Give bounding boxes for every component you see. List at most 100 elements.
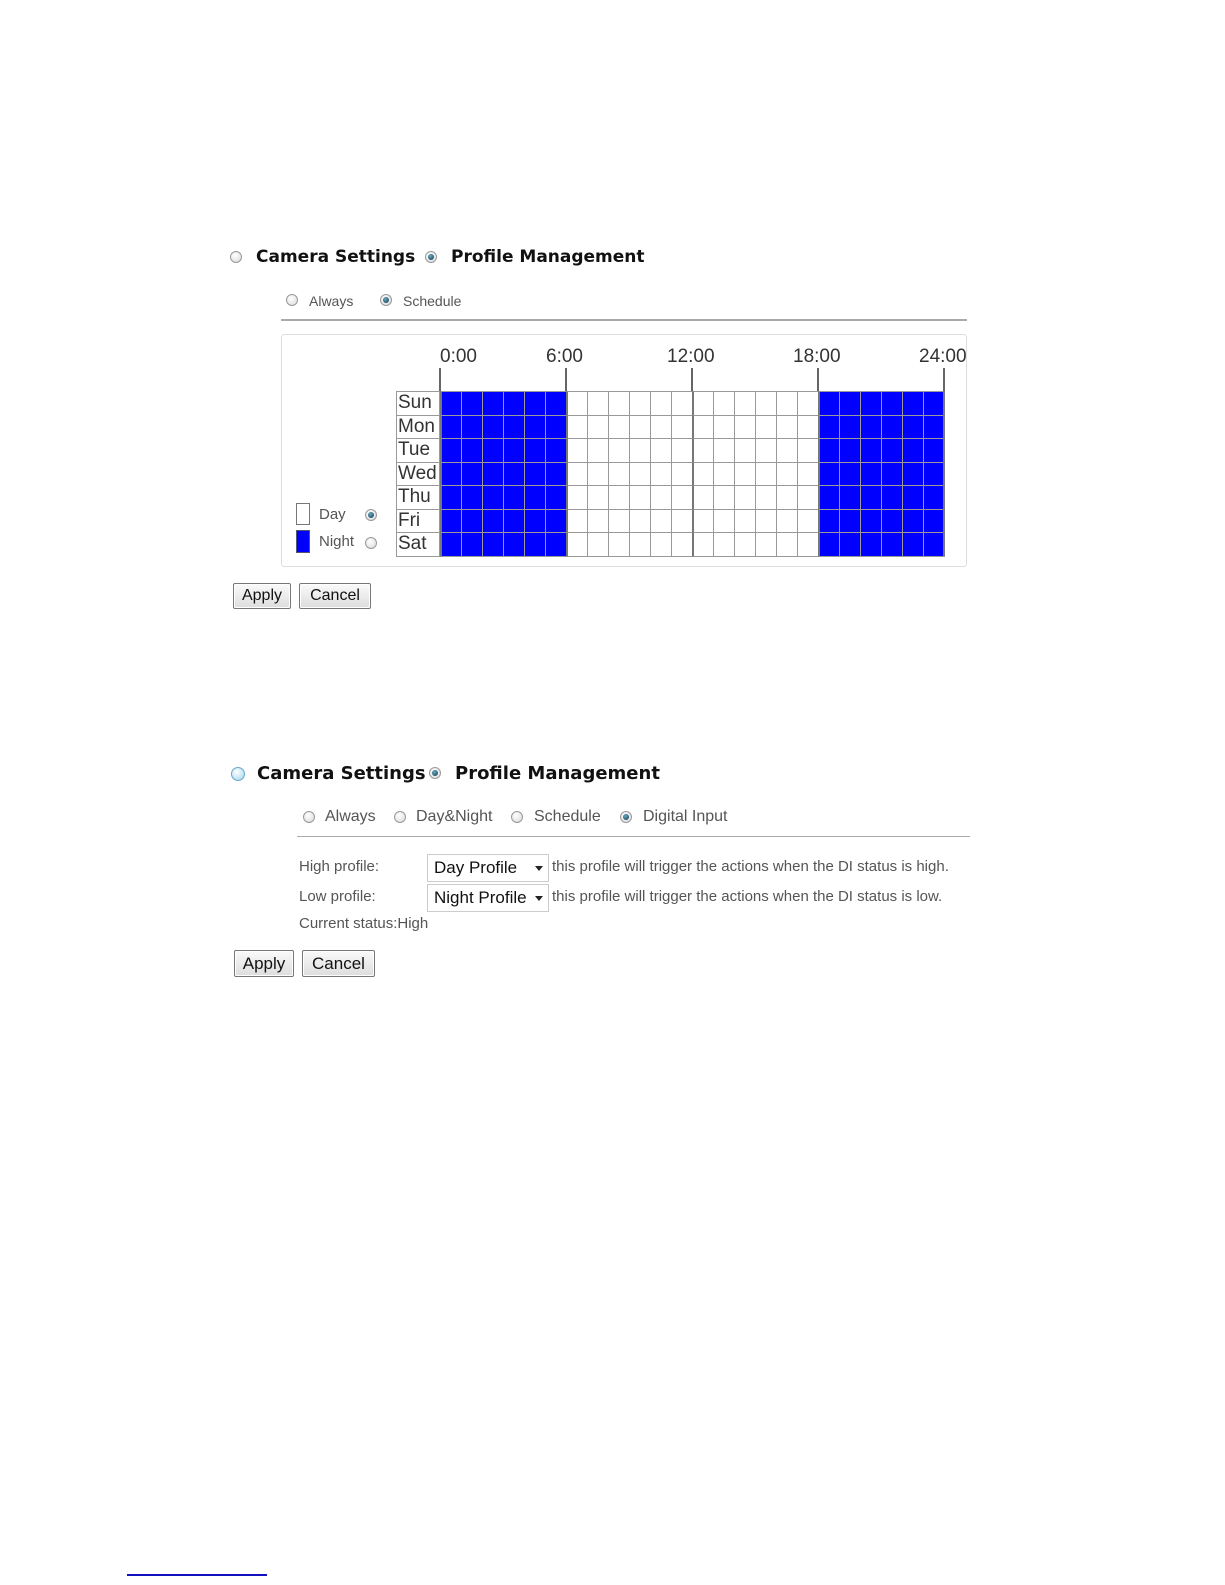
cancel-button[interactable]: Cancel (299, 583, 371, 609)
schedule-cell[interactable] (461, 461, 483, 487)
schedule-cell[interactable] (608, 414, 630, 440)
schedule-cell[interactable] (608, 461, 630, 487)
schedule-cell[interactable] (671, 485, 693, 510)
schedule-cell[interactable] (671, 461, 693, 487)
schedule-cell[interactable] (650, 532, 672, 557)
schedule-cell[interactable] (755, 508, 777, 534)
schedule-cell[interactable] (860, 461, 882, 487)
schedule-cell[interactable] (713, 391, 735, 416)
schedule-cell[interactable] (650, 485, 672, 510)
schedule-cell[interactable] (482, 508, 504, 534)
camera-settings-radio-2[interactable] (231, 767, 245, 781)
schedule-cell[interactable] (461, 485, 483, 510)
legend-day-radio[interactable] (365, 509, 377, 521)
schedule-cell[interactable] (839, 485, 861, 510)
schedule-cell[interactable] (566, 391, 588, 416)
schedule-cell[interactable] (902, 532, 924, 557)
schedule-cell[interactable] (503, 508, 525, 534)
schedule-cell[interactable] (839, 461, 861, 487)
schedule-cell[interactable] (545, 461, 567, 487)
schedule-cell[interactable] (902, 438, 924, 463)
schedule-cell[interactable] (587, 414, 609, 440)
schedule-cell[interactable] (524, 532, 546, 557)
schedule-cell[interactable] (881, 532, 903, 557)
schedule-cell[interactable] (650, 438, 672, 463)
schedule-cell[interactable] (755, 438, 777, 463)
camera-settings-radio[interactable] (230, 251, 242, 263)
schedule-cell[interactable] (692, 438, 714, 463)
schedule-cell[interactable] (587, 532, 609, 557)
schedule-cell[interactable] (671, 414, 693, 440)
schedule-cell[interactable] (482, 438, 504, 463)
schedule-cell[interactable] (755, 391, 777, 416)
schedule-cell[interactable] (881, 485, 903, 510)
apply-button-2[interactable]: Apply (234, 950, 294, 977)
schedule-cell[interactable] (650, 414, 672, 440)
schedule-cell[interactable] (923, 485, 945, 510)
schedule-cell[interactable] (818, 532, 840, 557)
low-profile-select[interactable]: Night Profile (427, 884, 549, 912)
schedule-cell[interactable] (608, 485, 630, 510)
schedule-radio-2[interactable] (511, 811, 523, 823)
schedule-cell[interactable] (734, 485, 756, 510)
schedule-cell[interactable] (461, 414, 483, 440)
schedule-cell[interactable] (587, 438, 609, 463)
schedule-cell[interactable] (440, 414, 462, 440)
schedule-cell[interactable] (608, 532, 630, 557)
schedule-cell[interactable] (797, 461, 819, 487)
schedule-cell[interactable] (923, 508, 945, 534)
schedule-cell[interactable] (902, 414, 924, 440)
schedule-cell[interactable] (776, 391, 798, 416)
schedule-cell[interactable] (629, 414, 651, 440)
schedule-cell[interactable] (797, 508, 819, 534)
schedule-cell[interactable] (902, 508, 924, 534)
always-radio-2[interactable] (303, 811, 315, 823)
schedule-cell[interactable] (503, 391, 525, 416)
schedule-cell[interactable] (755, 532, 777, 557)
schedule-cell[interactable] (440, 485, 462, 510)
schedule-cell[interactable] (629, 485, 651, 510)
schedule-cell[interactable] (839, 508, 861, 534)
schedule-cell[interactable] (818, 391, 840, 416)
schedule-cell[interactable] (713, 438, 735, 463)
schedule-cell[interactable] (923, 438, 945, 463)
schedule-cell[interactable] (923, 391, 945, 416)
schedule-cell[interactable] (524, 461, 546, 487)
schedule-cell[interactable] (713, 532, 735, 557)
schedule-cell[interactable] (755, 485, 777, 510)
schedule-cell[interactable] (860, 532, 882, 557)
schedule-cell[interactable] (587, 508, 609, 534)
schedule-cell[interactable] (818, 461, 840, 487)
schedule-cell[interactable] (776, 532, 798, 557)
schedule-cell[interactable] (671, 391, 693, 416)
schedule-cell[interactable] (482, 414, 504, 440)
schedule-cell[interactable] (503, 485, 525, 510)
schedule-cell[interactable] (839, 414, 861, 440)
schedule-cell[interactable] (692, 532, 714, 557)
high-profile-select[interactable]: Day Profile (427, 854, 549, 882)
schedule-cell[interactable] (545, 391, 567, 416)
schedule-cell[interactable] (671, 438, 693, 463)
schedule-cell[interactable] (692, 508, 714, 534)
schedule-cell[interactable] (860, 485, 882, 510)
schedule-cell[interactable] (734, 508, 756, 534)
schedule-cell[interactable] (461, 508, 483, 534)
schedule-cell[interactable] (587, 391, 609, 416)
schedule-cell[interactable] (629, 461, 651, 487)
schedule-cell[interactable] (503, 414, 525, 440)
schedule-cell[interactable] (566, 461, 588, 487)
schedule-cell[interactable] (734, 391, 756, 416)
schedule-cell[interactable] (755, 414, 777, 440)
schedule-cell[interactable] (566, 485, 588, 510)
apply-button[interactable]: Apply (233, 583, 291, 609)
schedule-cell[interactable] (545, 532, 567, 557)
schedule-cell[interactable] (629, 508, 651, 534)
schedule-cell[interactable] (650, 391, 672, 416)
schedule-cell[interactable] (923, 461, 945, 487)
schedule-cell[interactable] (839, 438, 861, 463)
schedule-cell[interactable] (860, 438, 882, 463)
schedule-cell[interactable] (671, 508, 693, 534)
schedule-cell[interactable] (440, 461, 462, 487)
schedule-cell[interactable] (734, 438, 756, 463)
schedule-cell[interactable] (797, 485, 819, 510)
